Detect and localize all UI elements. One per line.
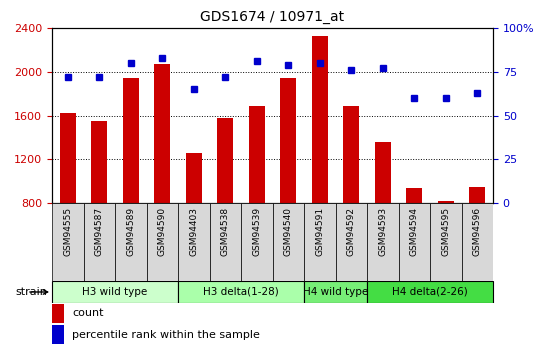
Bar [83, 203, 115, 281]
Text: GSM94591: GSM94591 [315, 207, 324, 256]
Text: GSM94540: GSM94540 [284, 207, 293, 256]
Text: H4 wild type: H4 wild type [303, 287, 368, 297]
Bar [280, 78, 296, 203]
Bar [123, 78, 139, 203]
Bar [91, 121, 107, 203]
Bar [52, 304, 64, 323]
Bar [367, 203, 399, 281]
Bar [375, 142, 391, 203]
Bar [52, 281, 178, 303]
Bar [249, 106, 265, 203]
Bar [336, 203, 367, 281]
Bar [430, 203, 462, 281]
Text: GSM94539: GSM94539 [252, 207, 261, 256]
Bar [438, 201, 454, 203]
Text: H3 wild type: H3 wild type [82, 287, 147, 297]
Bar [60, 113, 76, 203]
Bar [178, 281, 304, 303]
Bar [304, 281, 367, 303]
Text: GSM94403: GSM94403 [189, 207, 198, 256]
Text: GSM94538: GSM94538 [221, 207, 230, 256]
Text: GSM94555: GSM94555 [63, 207, 72, 256]
Title: GDS1674 / 10971_at: GDS1674 / 10971_at [201, 10, 344, 24]
Bar [146, 203, 178, 281]
Bar [367, 281, 493, 303]
Bar [217, 118, 233, 203]
Bar [312, 36, 328, 203]
Bar [115, 203, 146, 281]
Text: GSM94592: GSM94592 [347, 207, 356, 256]
Text: percentile rank within the sample: percentile rank within the sample [72, 329, 260, 339]
Text: GSM94590: GSM94590 [158, 207, 167, 256]
Text: GSM94594: GSM94594 [410, 207, 419, 256]
Bar [304, 203, 336, 281]
Bar [52, 203, 83, 281]
Text: GSM94587: GSM94587 [95, 207, 104, 256]
Bar [178, 203, 209, 281]
Bar [406, 188, 422, 203]
Bar [343, 106, 359, 203]
Bar [186, 153, 202, 203]
Text: GSM94596: GSM94596 [473, 207, 482, 256]
Bar [462, 203, 493, 281]
Text: strain: strain [15, 287, 47, 297]
Text: H3 delta(1-28): H3 delta(1-28) [203, 287, 279, 297]
Bar [469, 187, 485, 203]
Text: count: count [72, 308, 103, 318]
Text: H4 delta(2-26): H4 delta(2-26) [392, 287, 468, 297]
Text: GSM94589: GSM94589 [126, 207, 135, 256]
Bar [154, 64, 170, 203]
Bar [52, 325, 64, 344]
Bar [209, 203, 241, 281]
Text: GSM94593: GSM94593 [378, 207, 387, 256]
Bar [273, 203, 304, 281]
Bar [399, 203, 430, 281]
Text: GSM94595: GSM94595 [441, 207, 450, 256]
Bar [241, 203, 273, 281]
